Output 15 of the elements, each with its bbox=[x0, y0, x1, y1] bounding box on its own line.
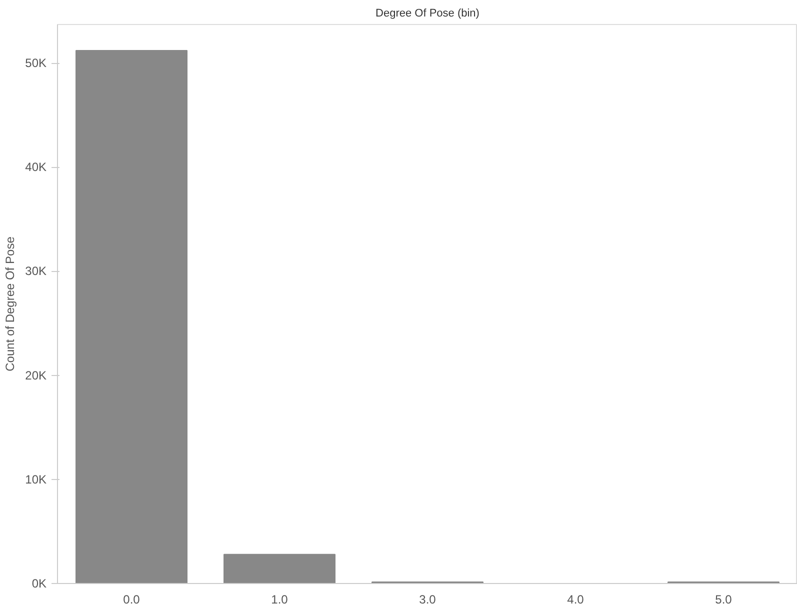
y-tick-label: 50K bbox=[25, 56, 47, 70]
chart-title: Degree Of Pose (bin) bbox=[376, 8, 480, 20]
y-tick-label: 30K bbox=[25, 264, 47, 278]
y-tick-label: 10K bbox=[25, 472, 47, 486]
x-tick-label: 3.0 bbox=[419, 592, 436, 606]
bar bbox=[76, 50, 188, 584]
y-tick-label: 0K bbox=[32, 576, 47, 590]
x-tick-label: 5.0 bbox=[715, 592, 732, 606]
x-tick-label: 0.0 bbox=[123, 592, 140, 606]
y-axis-title: Count of Degree Of Pose bbox=[3, 236, 18, 372]
y-tick-label: 40K bbox=[25, 160, 47, 174]
bar bbox=[224, 554, 336, 584]
x-tick-label: 1.0 bbox=[271, 592, 288, 606]
y-tick-label: 20K bbox=[25, 368, 47, 382]
x-tick-label: 4.0 bbox=[567, 592, 584, 606]
